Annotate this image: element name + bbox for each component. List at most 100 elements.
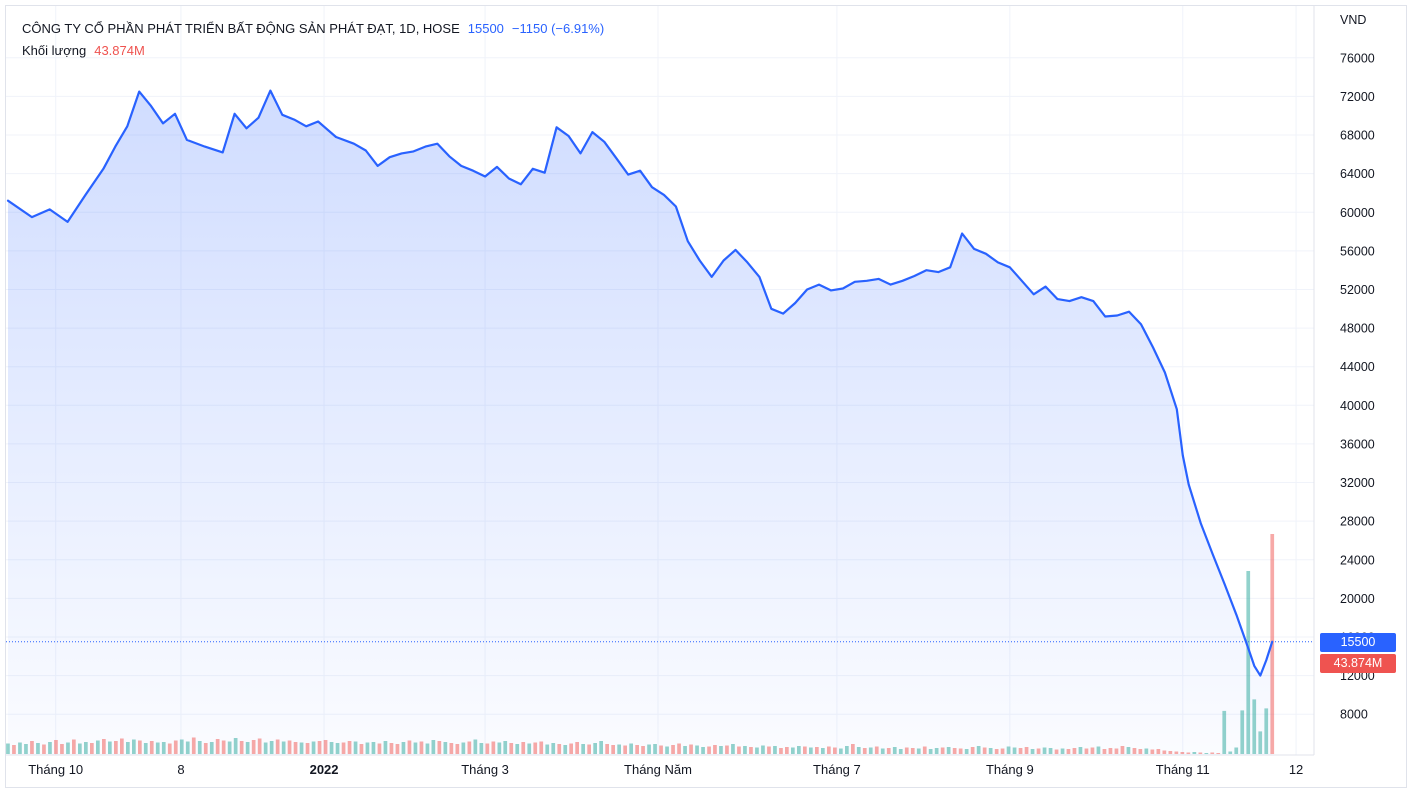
volume-bar — [257, 738, 262, 754]
volume-bar — [994, 749, 999, 754]
current-volume-badge: 43.874M — [1320, 653, 1396, 673]
volume-bar — [581, 744, 585, 754]
volume-bar — [1018, 748, 1023, 754]
volume-bar — [497, 742, 502, 754]
volume-bar — [868, 747, 873, 754]
volume-bar — [215, 739, 220, 754]
volume-bar — [749, 747, 753, 754]
volume-bar — [245, 742, 250, 754]
time-axis[interactable]: Tháng 10 8 2022 Tháng 3 Tháng Năm Tháng 7 Thán… — [28, 762, 1303, 777]
volume-bar — [72, 739, 76, 754]
volume-bar — [563, 745, 568, 754]
volume-bar — [461, 742, 466, 754]
volume-bar — [221, 740, 226, 754]
symbol-title[interactable]: CÔNG TY CỔ PHẦN PHÁT TRIỂN BẤT ĐỘNG SẢN … — [22, 21, 460, 36]
volume-bar — [413, 742, 418, 754]
price-chart[interactable]: VND 800012000160002000024000280003200036… — [6, 6, 1406, 787]
volume-bar — [84, 742, 88, 754]
volume-bar — [839, 748, 843, 754]
volume-bar — [569, 743, 573, 754]
time-tick-label: 2022 — [310, 762, 339, 777]
volume-bar — [785, 747, 789, 754]
volume-bar — [1042, 747, 1047, 754]
volume-bar — [755, 747, 759, 754]
volume-label[interactable]: Khối lượng — [22, 43, 87, 58]
price-axis[interactable]: VND 800012000160002000024000280003200036… — [1340, 13, 1375, 722]
volume-bar — [515, 744, 520, 754]
time-tick-label: Tháng 3 — [461, 762, 509, 777]
volume-bar — [725, 745, 729, 754]
volume-bar — [311, 741, 316, 754]
time-tick-label: 12 — [1289, 762, 1303, 777]
volume-bar — [30, 741, 34, 754]
volume-bar — [851, 744, 855, 754]
volume-bar — [18, 742, 22, 754]
volume-bar — [1096, 746, 1101, 754]
volume-bar — [281, 741, 286, 754]
volume-bar — [653, 744, 657, 754]
price-tick-label: 24000 — [1340, 553, 1375, 567]
volume-bar — [623, 745, 627, 754]
volume-bar — [1090, 747, 1095, 754]
volume-bar — [982, 747, 987, 754]
price-tick-label: 28000 — [1340, 515, 1375, 529]
volume-bar — [952, 748, 957, 754]
volume-bar — [389, 743, 394, 754]
time-tick-label: 8 — [177, 762, 184, 777]
volume-bar — [539, 741, 544, 754]
volume-bar — [114, 741, 118, 754]
volume-bar — [1252, 699, 1257, 754]
time-tick-label: Tháng 7 — [813, 762, 861, 777]
volume-bar — [845, 746, 849, 754]
price-tick-label: 36000 — [1340, 437, 1375, 451]
volume-bar — [233, 738, 238, 754]
price-tick-label: 32000 — [1340, 476, 1375, 490]
price-tick-label: 8000 — [1340, 708, 1368, 722]
volume-bar — [659, 745, 663, 754]
volume-bar — [467, 741, 472, 754]
volume-bar — [1036, 748, 1041, 754]
volume-bar — [1060, 748, 1065, 754]
time-tick-label: Tháng 11 — [1156, 762, 1210, 777]
price-tick-label: 20000 — [1340, 592, 1375, 606]
volume-bar — [1240, 710, 1245, 754]
volume-bar — [149, 741, 154, 754]
volume-bar — [227, 741, 232, 754]
price-tick-label: 72000 — [1340, 90, 1375, 104]
volume-bar — [737, 746, 741, 754]
price-tick-label: 56000 — [1340, 244, 1375, 258]
last-price-value: 15500 — [467, 21, 504, 36]
volume-bar — [1006, 746, 1011, 754]
volume-bar — [407, 740, 412, 754]
volume-bar — [1012, 747, 1017, 754]
volume-bar — [1192, 752, 1197, 754]
volume-bar — [126, 742, 130, 754]
volume-bar — [1000, 748, 1005, 754]
volume-bar — [779, 748, 783, 754]
volume-bar — [275, 739, 280, 754]
volume-bar — [743, 746, 747, 754]
volume-bar — [719, 746, 723, 754]
volume-bar — [503, 741, 508, 754]
volume-bar — [293, 742, 298, 754]
volume-bar — [707, 746, 711, 754]
volume-bar — [132, 739, 136, 754]
volume-bar — [617, 744, 621, 754]
volume-bar — [593, 743, 597, 754]
volume-bar — [155, 742, 160, 754]
volume-bar — [647, 744, 651, 754]
volume-bar — [671, 745, 675, 754]
volume-bar — [341, 742, 346, 754]
volume-bar — [90, 743, 94, 754]
price-tick-label: 48000 — [1340, 322, 1375, 336]
volume-bar — [1216, 753, 1221, 754]
volume-bar — [1030, 749, 1035, 754]
volume-bar — [731, 744, 735, 754]
volume-bar — [575, 742, 579, 754]
volume-bar — [425, 743, 430, 754]
volume-bar — [239, 741, 244, 754]
volume-bar — [1204, 753, 1209, 754]
volume-bar — [1108, 748, 1113, 754]
volume-bar — [629, 743, 633, 754]
volume-bar — [353, 741, 358, 754]
